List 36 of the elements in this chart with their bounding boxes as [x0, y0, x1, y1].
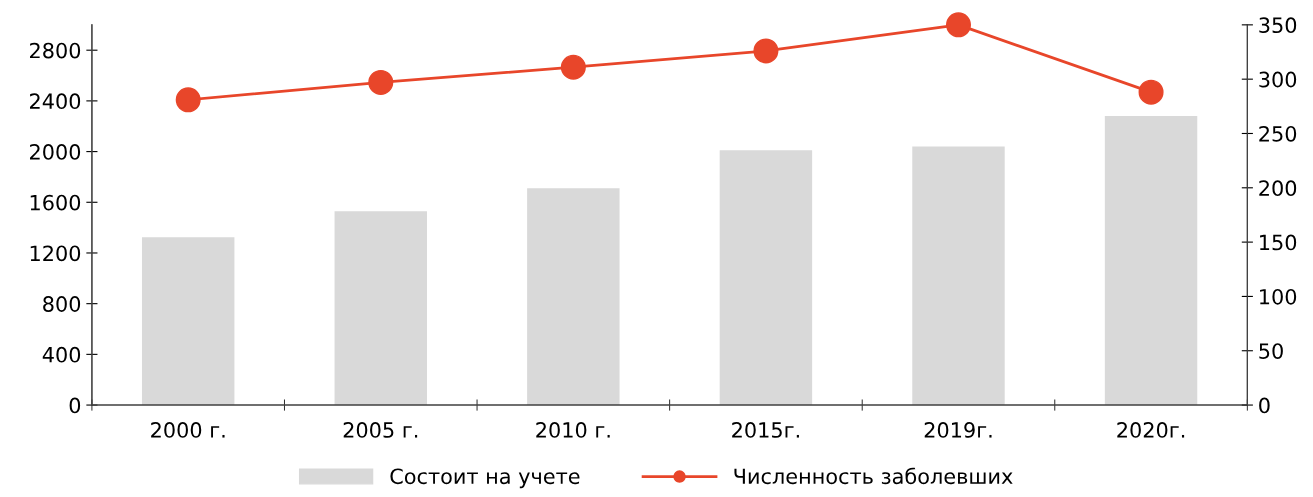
point — [560, 54, 586, 80]
y-tick-label: 0 — [69, 397, 81, 414]
point — [945, 12, 971, 38]
x-tick-label: 2020г. — [1117, 422, 1185, 438]
y2-tick-label: 100 — [1260, 288, 1297, 305]
y-tick-label: 2800 — [30, 42, 81, 59]
bar — [1104, 116, 1198, 406]
legend-label: Численность заболевших — [734, 467, 1013, 485]
bar — [141, 237, 235, 406]
y2-tick-label: 300 — [1259, 71, 1297, 88]
x-tick-label: 2015г. — [732, 422, 799, 438]
bar — [527, 188, 620, 406]
y2-tick-label: 150 — [1260, 234, 1297, 251]
y2-tick-label: 50 — [1259, 343, 1283, 359]
x-tick-label: 2010 г. — [536, 422, 610, 438]
point — [175, 87, 201, 113]
x-tick-label: 2000 г. — [151, 422, 225, 438]
y2-tick-label: 250 — [1259, 125, 1297, 142]
bar — [912, 146, 1005, 406]
bar — [334, 211, 427, 406]
x-tick-label: 2005 г. — [343, 422, 418, 438]
legend-label: Состоит на учете — [390, 468, 580, 489]
y-tick-label: 1200 — [30, 245, 81, 262]
point — [753, 38, 779, 64]
bar — [719, 150, 813, 406]
y-tick-label: 2400 — [30, 93, 81, 110]
point — [368, 69, 394, 95]
y2-tick-label: 0 — [1259, 397, 1270, 414]
y-tick-label: 400 — [42, 346, 81, 363]
y-tick-label: 800 — [43, 296, 81, 312]
y2-tick-label: 350 — [1259, 17, 1297, 34]
y-tick-label: 1600 — [30, 194, 81, 211]
y-tick-label: 2000 — [30, 144, 81, 160]
point — [1138, 79, 1164, 105]
x-tick-label: 2019г. — [924, 422, 992, 438]
y2-tick-label: 200 — [1259, 180, 1297, 197]
